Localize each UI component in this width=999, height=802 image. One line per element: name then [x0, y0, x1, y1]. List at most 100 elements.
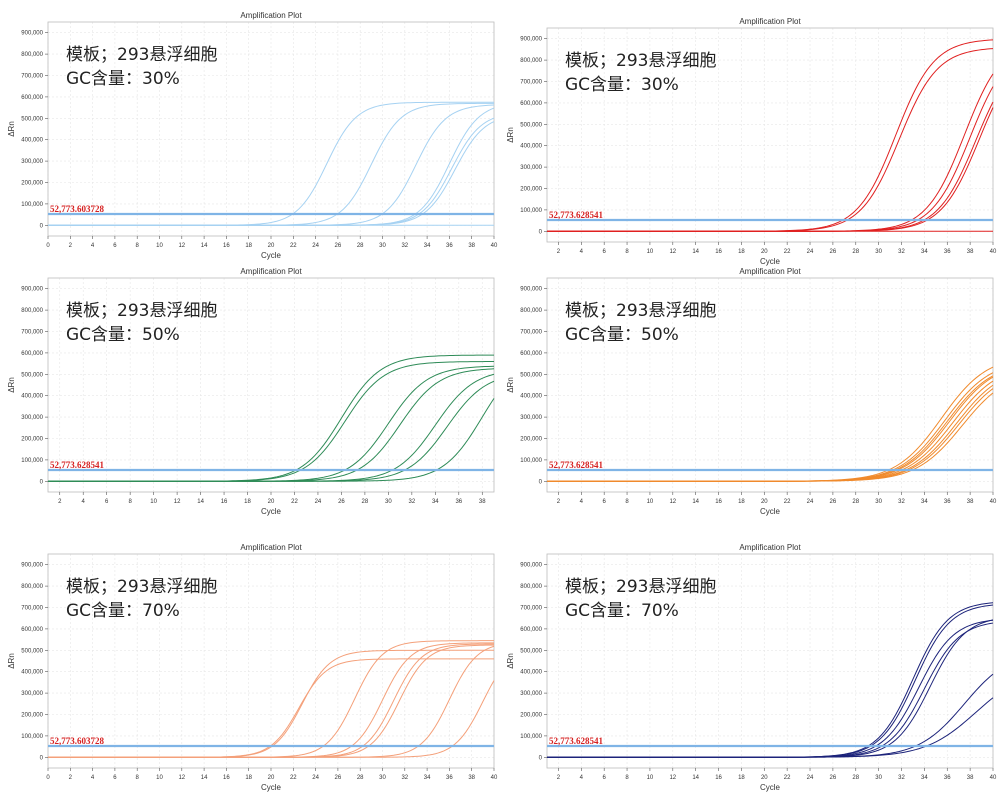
x-tick-label: 38 — [468, 775, 475, 781]
amplification-curve-8 — [48, 680, 495, 758]
y-tick-label: 700,000 — [21, 606, 43, 612]
x-tick-label: 18 — [738, 249, 745, 255]
y-tick-label: 800,000 — [520, 584, 542, 590]
x-tick-label: 18 — [738, 499, 745, 505]
y-tick-label: 300,000 — [21, 691, 43, 697]
amplification-curve-6 — [547, 384, 994, 482]
x-tick-label: 4 — [580, 499, 584, 505]
x-tick-label: 20 — [761, 775, 768, 781]
amplification-curve-8 — [547, 392, 994, 482]
y-tick-label: 800,000 — [21, 308, 43, 314]
overlay-gc-content-text: GC含量：30% — [565, 75, 679, 95]
y-tick-label: 0 — [40, 223, 44, 229]
amplification-plot-gc70-a: Amplification Plot 0 2 4 6 8 10 12 14 16 18 20 22 24 2… — [4, 540, 498, 802]
x-tick-label: 24 — [315, 499, 322, 505]
amplification-curve-7 — [547, 697, 994, 758]
x-axis-label: Cycle — [760, 257, 781, 266]
x-tick-label: 14 — [692, 499, 699, 505]
y-tick-label: 0 — [539, 479, 543, 485]
x-tick-label: 12 — [669, 249, 676, 255]
x-tick-label: 36 — [455, 499, 462, 505]
x-tick-label: 24 — [807, 249, 814, 255]
amplification-curve-5 — [547, 101, 994, 232]
x-tick-label: 36 — [944, 499, 951, 505]
y-tick-label: 300,000 — [21, 159, 43, 165]
x-tick-label: 34 — [424, 243, 431, 249]
x-tick-label: 16 — [223, 243, 230, 249]
x-tick-label: 38 — [967, 499, 974, 505]
threshold-label: 52,773.628541 — [50, 460, 105, 470]
y-tick-label: 300,000 — [21, 415, 43, 421]
x-tick-label: 22 — [784, 499, 791, 505]
y-tick-label: 600,000 — [21, 351, 43, 357]
x-tick-label: 36 — [944, 249, 951, 255]
x-tick-label: 30 — [379, 243, 386, 249]
x-tick-label: 32 — [898, 775, 905, 781]
y-tick-label: 900,000 — [21, 287, 43, 293]
threshold-label: 52,773.628541 — [549, 460, 604, 470]
overlay-template-text: 模板；293悬浮细胞 — [66, 45, 217, 65]
amplification-curve-3 — [547, 619, 994, 758]
x-tick-label: 40 — [491, 775, 498, 781]
y-tick-label: 0 — [539, 755, 543, 761]
x-tick-label: 28 — [357, 243, 364, 249]
x-tick-label: 2 — [58, 499, 62, 505]
y-axis-label: ΔRn — [506, 653, 515, 669]
x-tick-label: 4 — [82, 499, 86, 505]
amplification-curve-4 — [48, 368, 495, 482]
y-tick-label: 100,000 — [520, 734, 542, 740]
overlay-template-text: 模板；293悬浮细胞 — [66, 301, 217, 321]
x-tick-label: 14 — [197, 499, 204, 505]
y-tick-label: 0 — [40, 755, 44, 761]
y-tick-label: 700,000 — [21, 74, 43, 80]
amplification-plot-gc30-b: Amplification Plot 2 4 6 8 10 12 14 16 18 20 22 24 26… — [503, 14, 997, 276]
x-tick-label: 26 — [335, 775, 342, 781]
y-tick-label: 500,000 — [520, 122, 542, 128]
x-tick-label: 8 — [625, 499, 629, 505]
y-tick-label: 900,000 — [21, 31, 43, 37]
y-tick-label: 500,000 — [520, 372, 542, 378]
chart-title: Amplification Plot — [240, 267, 302, 276]
y-axis-label: ΔRn — [7, 377, 16, 393]
y-tick-label: 900,000 — [520, 287, 542, 293]
y-tick-label: 500,000 — [21, 648, 43, 654]
x-tick-label: 28 — [852, 775, 859, 781]
chart-title: Amplification Plot — [739, 543, 801, 552]
x-tick-label: 26 — [830, 499, 837, 505]
x-tick-label: 10 — [647, 499, 654, 505]
y-tick-label: 0 — [539, 229, 543, 235]
y-tick-label: 200,000 — [520, 713, 542, 719]
y-tick-label: 900,000 — [21, 563, 43, 569]
x-tick-label: 20 — [761, 499, 768, 505]
x-tick-label: 12 — [174, 499, 181, 505]
y-tick-label: 600,000 — [520, 627, 542, 633]
y-tick-label: 300,000 — [520, 165, 542, 171]
y-tick-label: 500,000 — [21, 116, 43, 122]
x-tick-label: 38 — [479, 499, 486, 505]
amplification-curve-6 — [547, 673, 994, 758]
x-tick-label: 2 — [69, 775, 73, 781]
amplification-curve-5 — [547, 380, 994, 482]
x-tick-label: 32 — [408, 499, 415, 505]
x-tick-label: 30 — [875, 249, 882, 255]
x-tick-label: 22 — [784, 249, 791, 255]
y-tick-label: 600,000 — [520, 101, 542, 107]
x-tick-label: 26 — [830, 249, 837, 255]
x-tick-label: 14 — [201, 775, 208, 781]
y-tick-label: 200,000 — [520, 437, 542, 443]
chart-title: Amplification Plot — [739, 17, 801, 26]
y-tick-label: 600,000 — [520, 351, 542, 357]
threshold-label: 52,773.628541 — [549, 210, 604, 220]
y-tick-label: 400,000 — [520, 670, 542, 676]
amplification-plot-gc50-b: Amplification Plot 2 4 6 8 10 12 14 16 18 20 22 24 26… — [503, 264, 997, 526]
x-tick-label: 14 — [201, 243, 208, 249]
amplification-curve-2 — [547, 372, 994, 482]
x-tick-label: 20 — [268, 775, 275, 781]
y-tick-label: 700,000 — [520, 330, 542, 336]
y-tick-label: 200,000 — [21, 181, 43, 187]
x-tick-label: 40 — [990, 249, 997, 255]
x-tick-label: 14 — [692, 249, 699, 255]
